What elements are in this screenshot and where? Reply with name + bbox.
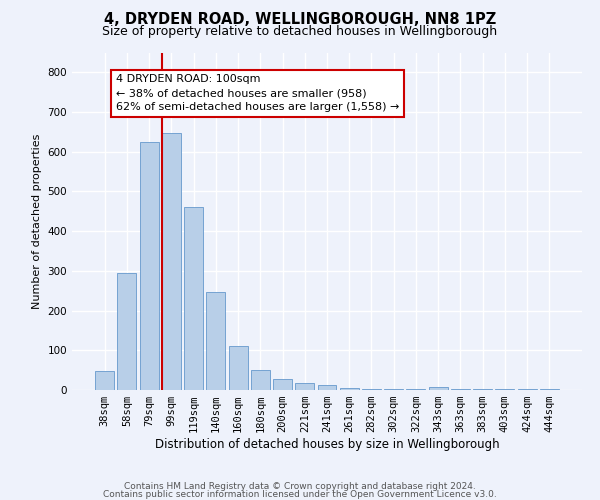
Bar	[140, 142, 158, 390]
Text: 4 DRYDEN ROAD: 100sqm
← 38% of detached houses are smaller (958)
62% of semi-det: 4 DRYDEN ROAD: 100sqm ← 38% of detached …	[116, 74, 399, 112]
X-axis label: Distribution of detached houses by size in Wellingborough: Distribution of detached houses by size …	[155, 438, 499, 451]
Bar	[184, 208, 203, 390]
Bar	[273, 379, 292, 390]
Bar	[229, 346, 248, 390]
Bar	[429, 387, 448, 390]
Text: 4, DRYDEN ROAD, WELLINGBOROUGH, NN8 1PZ: 4, DRYDEN ROAD, WELLINGBOROUGH, NN8 1PZ	[104, 12, 496, 28]
Y-axis label: Number of detached properties: Number of detached properties	[32, 134, 42, 309]
Bar	[162, 132, 181, 390]
Bar	[340, 388, 359, 390]
Bar	[317, 385, 337, 390]
Bar	[496, 389, 514, 390]
Bar	[451, 389, 470, 390]
Bar	[206, 292, 225, 390]
Bar	[95, 371, 114, 390]
Bar	[384, 389, 403, 390]
Bar	[118, 273, 136, 390]
Text: Size of property relative to detached houses in Wellingborough: Size of property relative to detached ho…	[103, 25, 497, 38]
Bar	[362, 389, 381, 390]
Bar	[251, 370, 270, 390]
Text: Contains HM Land Registry data © Crown copyright and database right 2024.: Contains HM Land Registry data © Crown c…	[124, 482, 476, 491]
Text: Contains public sector information licensed under the Open Government Licence v3: Contains public sector information licen…	[103, 490, 497, 499]
Bar	[295, 383, 314, 390]
Bar	[406, 389, 425, 390]
Bar	[473, 389, 492, 390]
Bar	[540, 389, 559, 390]
Bar	[518, 389, 536, 390]
